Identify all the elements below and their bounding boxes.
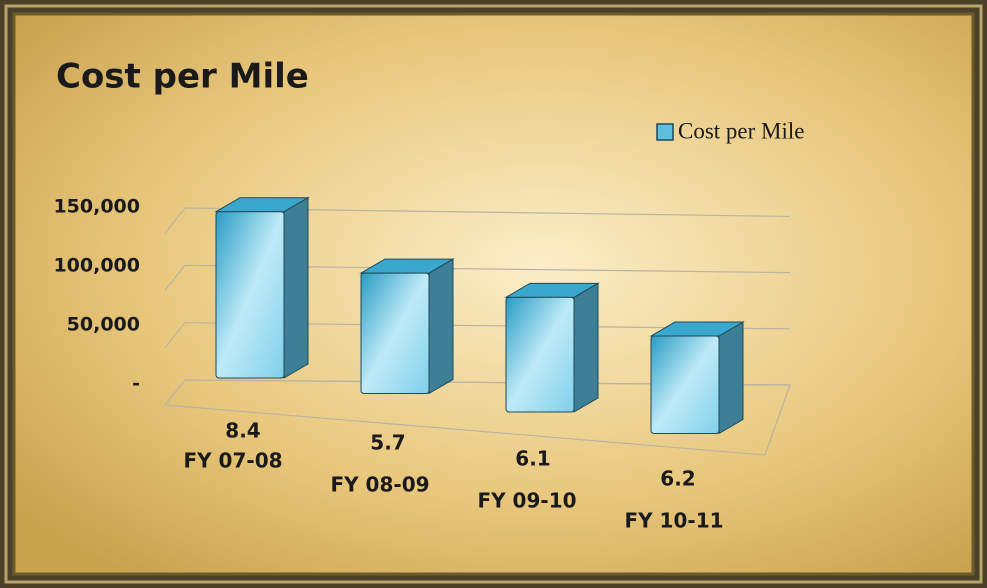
slide-background [12,12,975,576]
x-tick-label: FY 08-09 [330,473,429,497]
bar [360,272,430,395]
y-tick-label: 50,000 [67,313,140,335]
bar-side [718,321,744,435]
x-tick-label: FY 09-10 [477,489,576,513]
y-tick-label: 150,000 [53,195,140,217]
x-tick-label: 8.4 [225,419,260,443]
x-tick-label: FY 10-11 [624,509,723,533]
floor [163,379,791,456]
bar [650,335,720,434]
frame-border [4,4,983,584]
grid-line-side [164,264,186,291]
grid-line-side [164,207,186,234]
grid-line-side [164,322,186,349]
y-tick-label: 100,000 [53,254,140,276]
x-tick-label: FY 07-08 [183,449,282,473]
x-tick-label: 6.1 [515,447,550,471]
bar-side [283,196,309,379]
bar-side [573,282,599,413]
legend-swatch [656,123,674,141]
x-tick-label: 6.2 [660,467,695,491]
chart-title: Cost per Mile [56,57,309,97]
legend-label: Cost per Mile [678,118,805,143]
bar [505,296,575,413]
bar-side [428,258,454,395]
y-tick-label: - [132,373,140,395]
bar [215,211,285,379]
x-tick-label: 5.7 [370,431,405,455]
